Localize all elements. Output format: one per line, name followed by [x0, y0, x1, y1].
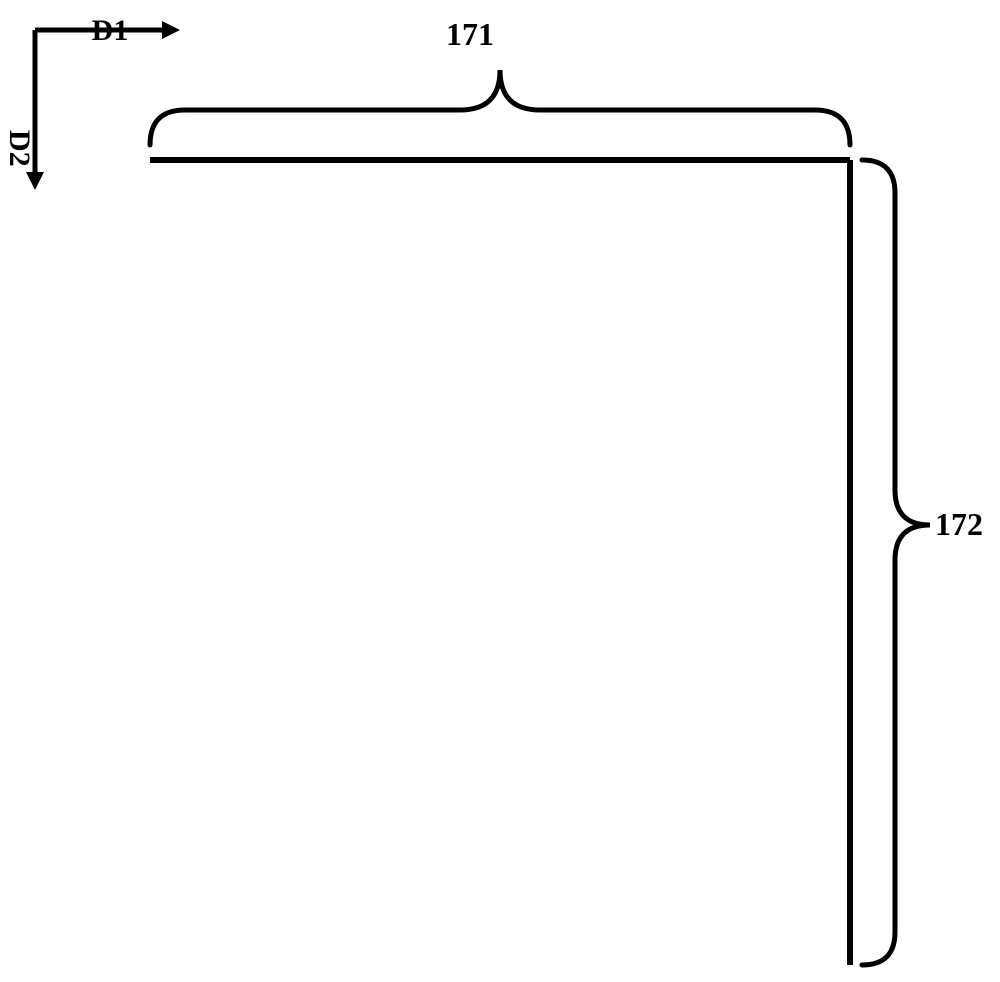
- axis-d2-label: D2: [3, 130, 36, 167]
- brace-right-icon: [862, 160, 930, 965]
- brace-top-icon: [150, 70, 850, 145]
- label-172: 172: [935, 506, 983, 542]
- arrowhead-right-icon: [162, 21, 180, 39]
- arrowhead-down-icon: [26, 172, 44, 190]
- axis-d1-label: D1: [92, 14, 129, 47]
- label-171: 171: [446, 16, 494, 52]
